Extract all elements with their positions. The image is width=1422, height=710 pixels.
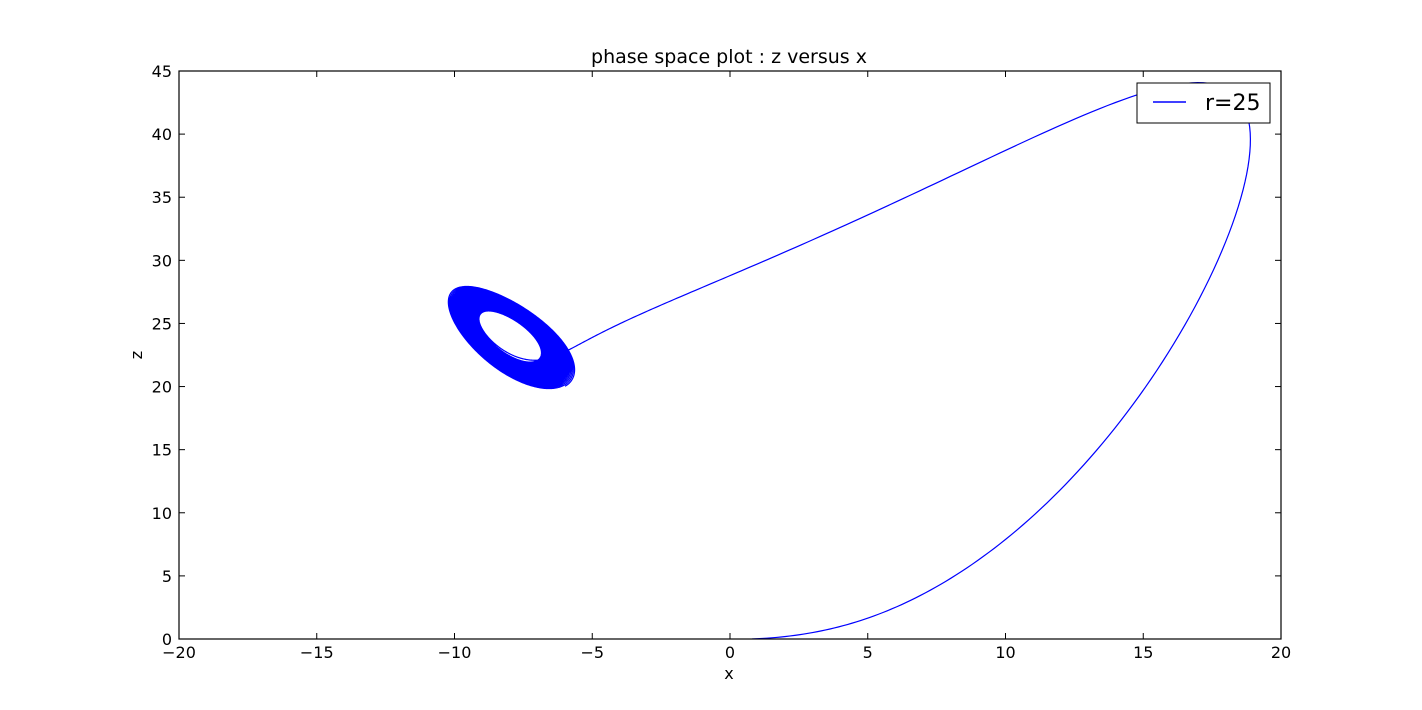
y-tick-label: 10 [152, 504, 172, 523]
y-tick-label: 0 [162, 630, 172, 649]
y-tick-label: 15 [152, 441, 172, 460]
x-tick-label: 10 [995, 643, 1015, 662]
x-tick-label: −10 [438, 643, 472, 662]
chart-title: phase space plot : z versus x [591, 46, 867, 68]
legend-label: r=25 [1205, 91, 1260, 116]
y-tick-label: 45 [152, 62, 172, 81]
y-tick-label: 5 [162, 567, 172, 586]
legend-box [1136, 82, 1271, 124]
x-tick-label: 20 [1271, 643, 1291, 662]
y-tick-label: 30 [152, 251, 172, 270]
x-tick-label: −20 [162, 643, 196, 662]
y-tick-label: 20 [152, 378, 172, 397]
y-tick-label: 25 [152, 314, 172, 333]
x-tick-label: 0 [725, 643, 735, 662]
legend: r=25 [1136, 82, 1271, 124]
y-tick-label: 35 [152, 188, 172, 207]
series-line-0 [447, 82, 1251, 639]
x-tick-label: −5 [580, 643, 604, 662]
x-axis: −20 −15 −10 −5 0 5 10 15 20 [162, 71, 1291, 662]
y-axis-label: z [127, 351, 146, 359]
x-tick-label: 5 [863, 643, 873, 662]
y-tick-label: 40 [152, 125, 172, 144]
x-tick-label: 15 [1133, 643, 1153, 662]
x-axis-label: x [724, 664, 733, 683]
x-tick-label: −15 [300, 643, 334, 662]
y-axis: 0 5 10 15 20 25 30 35 40 45 [152, 62, 1281, 649]
